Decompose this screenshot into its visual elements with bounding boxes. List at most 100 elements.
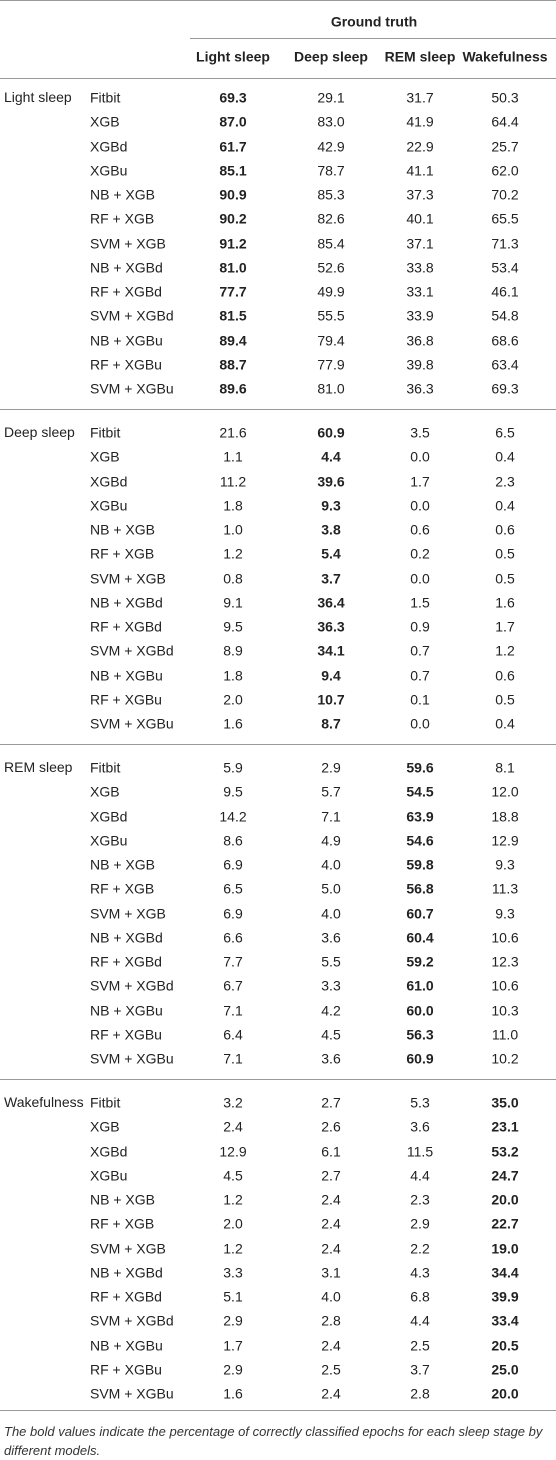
cell-value: 69.3	[491, 380, 519, 397]
model-name: XGB	[90, 1118, 120, 1135]
model-name: XGBu	[90, 1167, 128, 1184]
cell-value: 0.0	[410, 715, 430, 732]
cell-value: 52.6	[317, 259, 345, 276]
cell-value: 1.7	[223, 1337, 243, 1353]
model-name: SVM + XGBu	[90, 380, 174, 397]
cell-value: 18.8	[491, 808, 519, 824]
model-name: XGBd	[90, 138, 128, 154]
cell-value: 37.1	[406, 235, 434, 251]
cell-value: 34.4	[491, 1264, 519, 1281]
cell-value: 3.8	[321, 521, 341, 538]
cell-value: 85.4	[317, 235, 345, 251]
cell-value: 6.9	[223, 905, 243, 921]
cell-value: 55.5	[317, 307, 345, 324]
cell-value: 1.6	[223, 715, 243, 732]
group-label: Light sleep	[4, 89, 72, 105]
cell-value: 2.4	[223, 1118, 243, 1135]
model-name: RF + XGB	[90, 545, 155, 562]
cell-value: 11.2	[219, 473, 247, 489]
cell-value: 83.0	[317, 113, 345, 130]
model-name: SVM + XGB	[90, 905, 166, 921]
model-name: XGBu	[90, 162, 128, 179]
cell-value: 60.7	[406, 905, 434, 921]
cell-value: 7.1	[223, 1050, 243, 1067]
cell-value: 59.8	[406, 856, 434, 873]
cell-value: 88.7	[219, 356, 247, 373]
cell-value: 2.2	[410, 1240, 430, 1256]
cell-value: 60.0	[406, 1002, 434, 1018]
cell-value: 5.5	[321, 953, 341, 970]
cell-value: 25.7	[491, 138, 519, 154]
column-header: Wakefulness	[462, 48, 548, 65]
cell-value: 50.3	[491, 89, 519, 106]
cell-value: 61.7	[219, 138, 247, 154]
cell-value: 53.2	[491, 1143, 519, 1159]
model-name: RF + XGBd	[90, 953, 162, 970]
cell-value: 68.6	[491, 332, 519, 348]
cell-value: 1.5	[410, 594, 430, 611]
cell-value: 1.1	[223, 448, 243, 465]
cell-value: 4.2	[321, 1002, 341, 1018]
model-name: NB + XGBd	[90, 594, 163, 611]
model-name: NB + XGBu	[90, 332, 163, 348]
cell-value: 0.7	[410, 642, 430, 659]
cell-value: 3.6	[321, 929, 341, 946]
cell-value: 2.7	[321, 1167, 341, 1184]
cell-value: 12.0	[491, 783, 519, 800]
cell-value: 54.5	[406, 783, 434, 800]
model-name: SVM + XGBd	[90, 307, 174, 324]
cell-value: 6.1	[321, 1143, 341, 1159]
cell-value: 53.4	[491, 259, 519, 276]
cell-value: 31.7	[406, 89, 434, 106]
cell-value: 90.9	[219, 186, 247, 203]
cell-value: 1.7	[410, 473, 430, 489]
cell-value: 5.7	[321, 783, 341, 800]
cell-value: 2.4	[321, 1215, 341, 1232]
cell-value: 36.8	[406, 332, 434, 348]
model-name: NB + XGBd	[90, 1264, 163, 1281]
model-name: RF + XGB	[90, 1215, 155, 1232]
cell-value: 10.6	[491, 929, 519, 946]
cell-value: 1.8	[223, 497, 243, 514]
model-name: RF + XGBu	[90, 691, 162, 708]
cell-value: 0.4	[495, 497, 515, 514]
model-name: XGB	[90, 783, 120, 800]
cell-value: 0.0	[410, 497, 430, 514]
cell-value: 34.1	[317, 642, 345, 659]
group-label: REM sleep	[4, 759, 73, 775]
model-name: XGBd	[90, 1143, 128, 1159]
cell-value: 77.9	[317, 356, 345, 373]
cell-value: 2.4	[321, 1337, 341, 1353]
cell-value: 20.0	[491, 1191, 519, 1208]
cell-value: 71.3	[491, 235, 519, 251]
cell-value: 12.3	[491, 953, 519, 970]
model-name: NB + XGB	[90, 521, 155, 538]
cell-value: 1.6	[495, 594, 515, 611]
rule	[0, 409, 556, 410]
cell-value: 2.6	[321, 1118, 341, 1135]
cell-value: 2.9	[223, 1312, 243, 1329]
model-name: SVM + XGB	[90, 1240, 166, 1256]
cell-value: 81.0	[317, 380, 345, 397]
cell-value: 2.8	[410, 1385, 430, 1402]
cell-value: 7.1	[321, 808, 341, 824]
cell-value: 1.6	[223, 1385, 243, 1402]
cell-value: 11.0	[491, 1026, 519, 1043]
cell-value: 0.6	[495, 667, 515, 683]
rule	[0, 78, 556, 79]
cell-value: 36.3	[406, 380, 434, 397]
cell-value: 11.3	[491, 880, 519, 897]
model-name: RF + XGBd	[90, 1288, 162, 1305]
model-name: RF + XGBu	[90, 1361, 162, 1378]
cell-value: 7.7	[223, 953, 243, 970]
model-name: NB + XGB	[90, 186, 155, 203]
cell-value: 9.4	[321, 667, 341, 683]
model-name: RF + XGB	[90, 210, 155, 227]
cell-value: 59.2	[406, 953, 434, 970]
model-name: NB + XGB	[90, 856, 155, 873]
cell-value: 0.2	[410, 545, 430, 562]
cell-value: 10.3	[491, 1002, 519, 1018]
cell-value: 6.5	[223, 880, 243, 897]
group-label: Wakefulness	[4, 1094, 84, 1110]
cell-value: 81.5	[219, 307, 247, 324]
